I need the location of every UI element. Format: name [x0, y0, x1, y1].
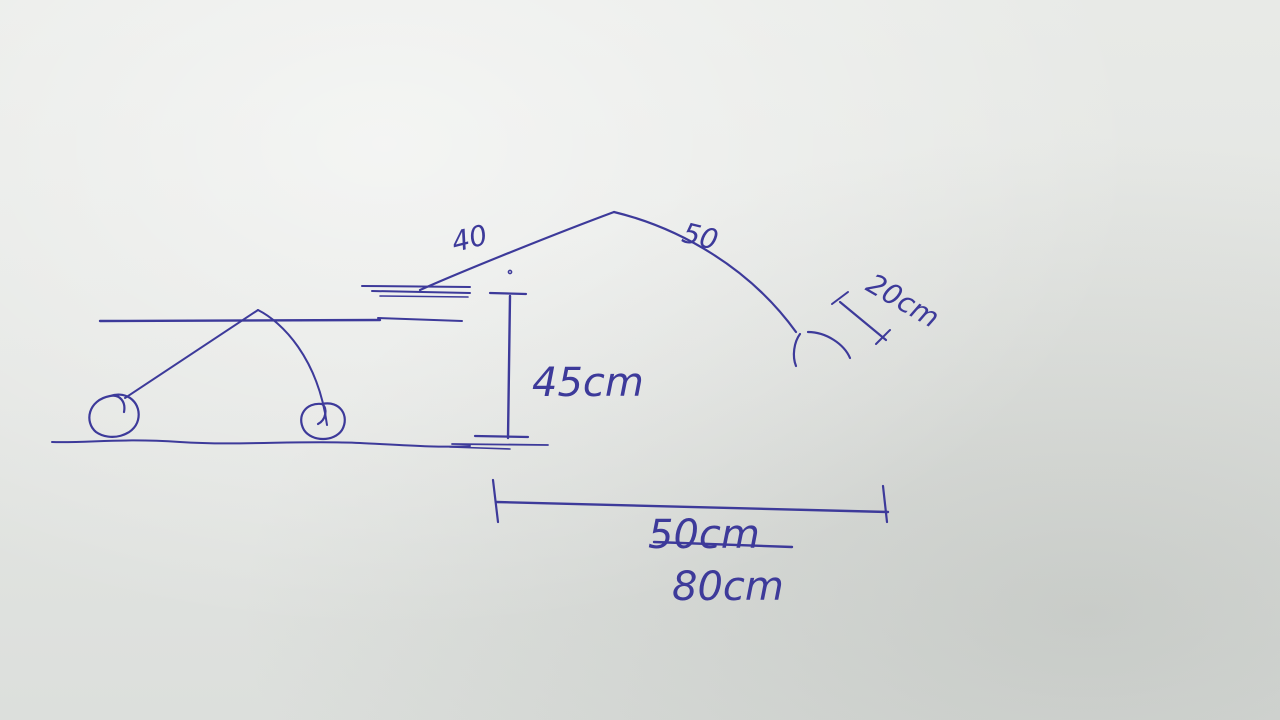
right-wheel [301, 403, 345, 439]
upper-arm-link [420, 212, 614, 290]
platform-line-extension [378, 318, 462, 321]
gripper-length-label: 20cm [861, 267, 945, 335]
cart-right-strut [258, 310, 327, 425]
cart-left-strut [125, 310, 258, 398]
arm-mount [362, 286, 470, 297]
height-label: 45cm [532, 360, 644, 406]
reach-label: 80cm [672, 564, 784, 610]
ground-line [52, 440, 470, 446]
ink-dot [508, 270, 511, 273]
forearm-length-label: 50 [679, 216, 722, 257]
cart-sketch [52, 310, 470, 447]
crossed-out-reach-label: 50cm [648, 512, 760, 558]
gripper-dimension-arrow [840, 302, 886, 340]
left-wheel [89, 395, 138, 437]
upper-arm-length-label: 40 [448, 218, 491, 259]
